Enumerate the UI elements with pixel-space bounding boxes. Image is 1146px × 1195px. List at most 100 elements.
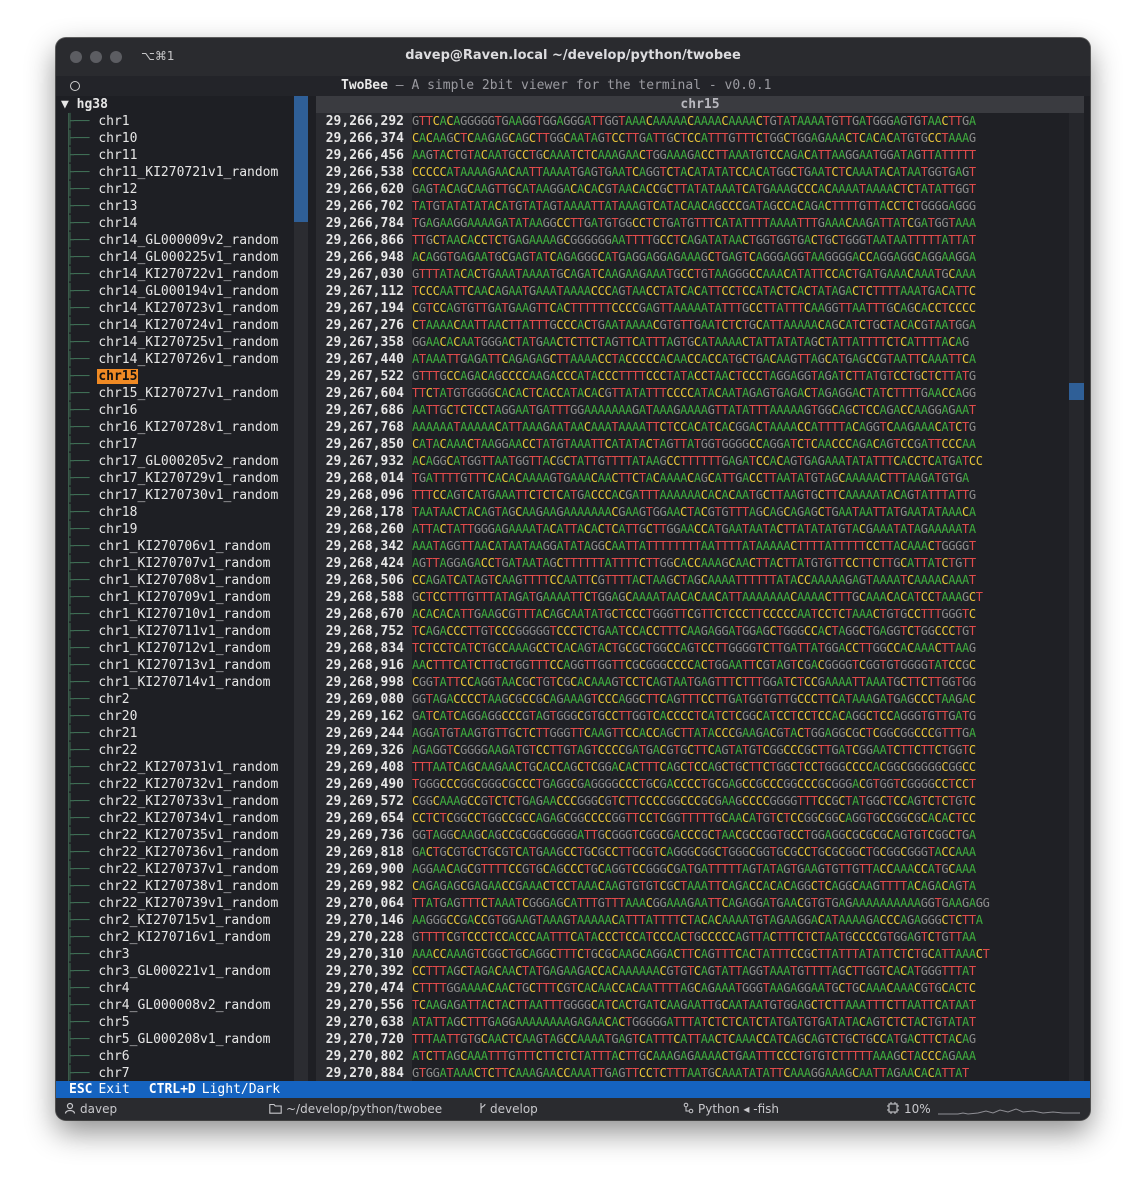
tree-item-label[interactable]: chr14_GL000009v2_random xyxy=(98,233,279,248)
tree-item-label[interactable]: chr17_KI270729v1_random xyxy=(98,471,279,486)
tree-item-label[interactable]: chr2_KI270715v1_random xyxy=(98,913,271,928)
tree-item[interactable]: ├── chr7 xyxy=(56,1065,131,1081)
tree-item-label[interactable]: chr1_KI270711v1_random xyxy=(98,624,271,639)
tree-item-label[interactable]: chr22 xyxy=(98,743,138,758)
tree-item[interactable]: ├── chr16_KI270728v1_random xyxy=(56,419,279,436)
tree-item[interactable]: ├── chr22_KI270734v1_random xyxy=(56,810,279,827)
tree-item[interactable]: ├── chr1_KI270707v1_random xyxy=(56,555,272,572)
tree-item[interactable]: ├── chr14_KI270722v1_random xyxy=(56,266,279,283)
tree-item-label[interactable]: chr22_KI270735v1_random xyxy=(98,828,279,843)
tree-item[interactable]: ├── chr17_KI270729v1_random xyxy=(56,470,279,487)
exit-key[interactable]: ESC xyxy=(69,1082,93,1097)
close-window-button[interactable] xyxy=(70,51,82,63)
tree-item-label[interactable]: chr1_KI270713v1_random xyxy=(98,658,271,673)
tree-item[interactable]: ├── chr14_KI270723v1_random xyxy=(56,300,279,317)
tree-item[interactable]: ├── chr1_KI270710v1_random xyxy=(56,606,272,623)
tree-item[interactable]: ├── chr22_KI270738v1_random xyxy=(56,878,279,895)
tree-item[interactable]: ├── chr14_GL000194v1_random xyxy=(56,283,279,300)
tree-item-label[interactable]: chr16 xyxy=(98,403,138,418)
tree-item[interactable]: ├── chr4_GL000008v2_random xyxy=(56,997,272,1014)
tree-item-label[interactable]: chr20 xyxy=(98,709,138,724)
tree-item-label[interactable]: chr22_KI270733v1_random xyxy=(98,794,279,809)
tree-item[interactable]: ├── chr3_GL000221v1_random xyxy=(56,963,272,980)
tree-item-label[interactable]: chr6 xyxy=(98,1049,130,1064)
sequence-scrollbar[interactable] xyxy=(1069,113,1084,1081)
tree-item-label[interactable]: chr7 xyxy=(98,1066,130,1081)
tree-item[interactable]: ├── chr17_KI270730v1_random xyxy=(56,487,279,504)
tree-item[interactable]: ├── chr14_KI270726v1_random xyxy=(56,351,279,368)
tree-item[interactable]: ├── chr1_KI270708v1_random xyxy=(56,572,272,589)
tree-item[interactable]: ├── chr2_KI270716v1_random xyxy=(56,929,272,946)
sequence-panel[interactable]: 29,266,292 GTTCACAGGGGGTGAAGGTGGAGGGATTGG… xyxy=(316,113,1069,1081)
tree-item-label[interactable]: chr14_KI270723v1_random xyxy=(98,301,279,316)
tree-item[interactable]: ├── chr18 xyxy=(56,504,138,521)
tree-item-label[interactable]: chr2 xyxy=(98,692,130,707)
tree-item[interactable]: ├── chr15 xyxy=(56,368,139,385)
tree-item-label[interactable]: chr18 xyxy=(98,505,138,520)
tree-item[interactable]: ├── chr11_KI270721v1_random xyxy=(56,164,279,181)
tree-item-label[interactable]: chr1_KI270710v1_random xyxy=(98,607,271,622)
tree-item-label[interactable]: chr5_GL000208v1_random xyxy=(98,1032,271,1047)
tree-item[interactable]: ├── chr10 xyxy=(56,130,138,147)
tree-item[interactable]: ├── chr15_KI270727v1_random xyxy=(56,385,279,402)
tree-item-label[interactable]: chr15_KI270727v1_random xyxy=(98,386,279,401)
tree-item[interactable]: ├── chr14 xyxy=(56,215,138,232)
tree-item[interactable]: ├── chr14_KI270725v1_random xyxy=(56,334,279,351)
tree-item-label[interactable]: chr22_KI270732v1_random xyxy=(98,777,279,792)
tree-item[interactable]: ├── chr5_GL000208v1_random xyxy=(56,1031,272,1048)
tree-item[interactable]: ├── chr22_KI270735v1_random xyxy=(56,827,279,844)
tree-item[interactable]: ├── chr22_KI270736v1_random xyxy=(56,844,279,861)
tree-item[interactable]: ├── chr5 xyxy=(56,1014,131,1031)
tree-item[interactable]: ├── chr19 xyxy=(56,521,138,538)
tree-item-label[interactable]: chr22_KI270736v1_random xyxy=(98,845,279,860)
tree-item-label[interactable]: chr22_KI270737v1_random xyxy=(98,862,279,877)
tree-item[interactable]: ├── chr22 xyxy=(56,742,138,759)
tree-item[interactable]: ├── chr17 xyxy=(56,436,138,453)
minimize-window-button[interactable] xyxy=(90,51,102,63)
tree-item-label[interactable]: chr1_KI270712v1_random xyxy=(98,641,271,656)
tree-item-label[interactable]: chr22_KI270731v1_random xyxy=(98,760,279,775)
tree-item[interactable]: ├── chr22_KI270733v1_random xyxy=(56,793,279,810)
tree-item-label[interactable]: chr3 xyxy=(98,947,130,962)
tree-scrollbar[interactable] xyxy=(294,96,308,1081)
tree-item-label[interactable]: chr16_KI270728v1_random xyxy=(98,420,279,435)
chromosome-tree[interactable]: ▼ hg38 ├── chr1 ├── chr10 ├── chr11 ├── chr1… xyxy=(56,96,294,1081)
tree-item[interactable]: ├── chr2_KI270715v1_random xyxy=(56,912,272,929)
tree-item[interactable]: ├── chr16 xyxy=(56,402,138,419)
tree-item[interactable]: ├── chr1_KI270712v1_random xyxy=(56,640,272,657)
tree-item[interactable]: ├── chr22_KI270737v1_random xyxy=(56,861,279,878)
tree-item-label[interactable]: chr14_GL000225v1_random xyxy=(98,250,279,265)
tree-item-label[interactable]: chr14_KI270724v1_random xyxy=(98,318,279,333)
tree-item-label[interactable]: chr1_KI270707v1_random xyxy=(98,556,271,571)
tree-item-label[interactable]: chr14_KI270726v1_random xyxy=(98,352,279,367)
tree-root[interactable]: ▼ hg38 xyxy=(61,96,108,113)
tree-item[interactable]: ├── chr14_KI270724v1_random xyxy=(56,317,279,334)
tree-item[interactable]: ├── chr1_KI270711v1_random xyxy=(56,623,272,640)
zoom-window-button[interactable] xyxy=(110,51,122,63)
theme-toggle-label[interactable]: Light/Dark xyxy=(201,1082,281,1097)
tree-item-label[interactable]: chr1_KI270709v1_random xyxy=(98,590,271,605)
tree-item-label[interactable]: chr12 xyxy=(98,182,138,197)
tree-item-label[interactable]: chr14_KI270725v1_random xyxy=(98,335,279,350)
tree-item[interactable]: ├── chr3 xyxy=(56,946,131,963)
tree-item[interactable]: ├── chr1_KI270709v1_random xyxy=(56,589,272,606)
tree-item-label[interactable]: chr22_KI270739v1_random xyxy=(98,896,279,911)
tree-item[interactable]: ├── chr21 xyxy=(56,725,138,742)
tree-item[interactable]: ├── chr14_GL000225v1_random xyxy=(56,249,279,266)
tree-item[interactable]: ├── chr1 xyxy=(56,113,131,130)
tree-item[interactable]: ├── chr2 xyxy=(56,691,131,708)
tree-item-label[interactable]: chr1_KI270706v1_random xyxy=(98,539,271,554)
tree-item[interactable]: ├── chr17_GL000205v2_random xyxy=(56,453,279,470)
tree-item-label[interactable]: chr4 xyxy=(98,981,130,996)
tree-item[interactable]: ├── chr13 xyxy=(56,198,138,215)
tree-item[interactable]: ├── chr22_KI270731v1_random xyxy=(56,759,279,776)
tree-item-label[interactable]: chr17_KI270730v1_random xyxy=(98,488,279,503)
exit-key-label[interactable]: Exit xyxy=(98,1082,130,1097)
tree-item[interactable]: ├── chr20 xyxy=(56,708,138,725)
tree-item-label[interactable]: chr1 xyxy=(98,114,130,129)
tree-item-label[interactable]: chr22_KI270738v1_random xyxy=(98,879,279,894)
tree-item-label[interactable]: chr14_KI270722v1_random xyxy=(98,267,279,282)
tree-item[interactable]: ├── chr12 xyxy=(56,181,138,198)
tree-item-label[interactable]: chr17_GL000205v2_random xyxy=(98,454,279,469)
tree-item[interactable]: ├── chr11 xyxy=(56,147,138,164)
